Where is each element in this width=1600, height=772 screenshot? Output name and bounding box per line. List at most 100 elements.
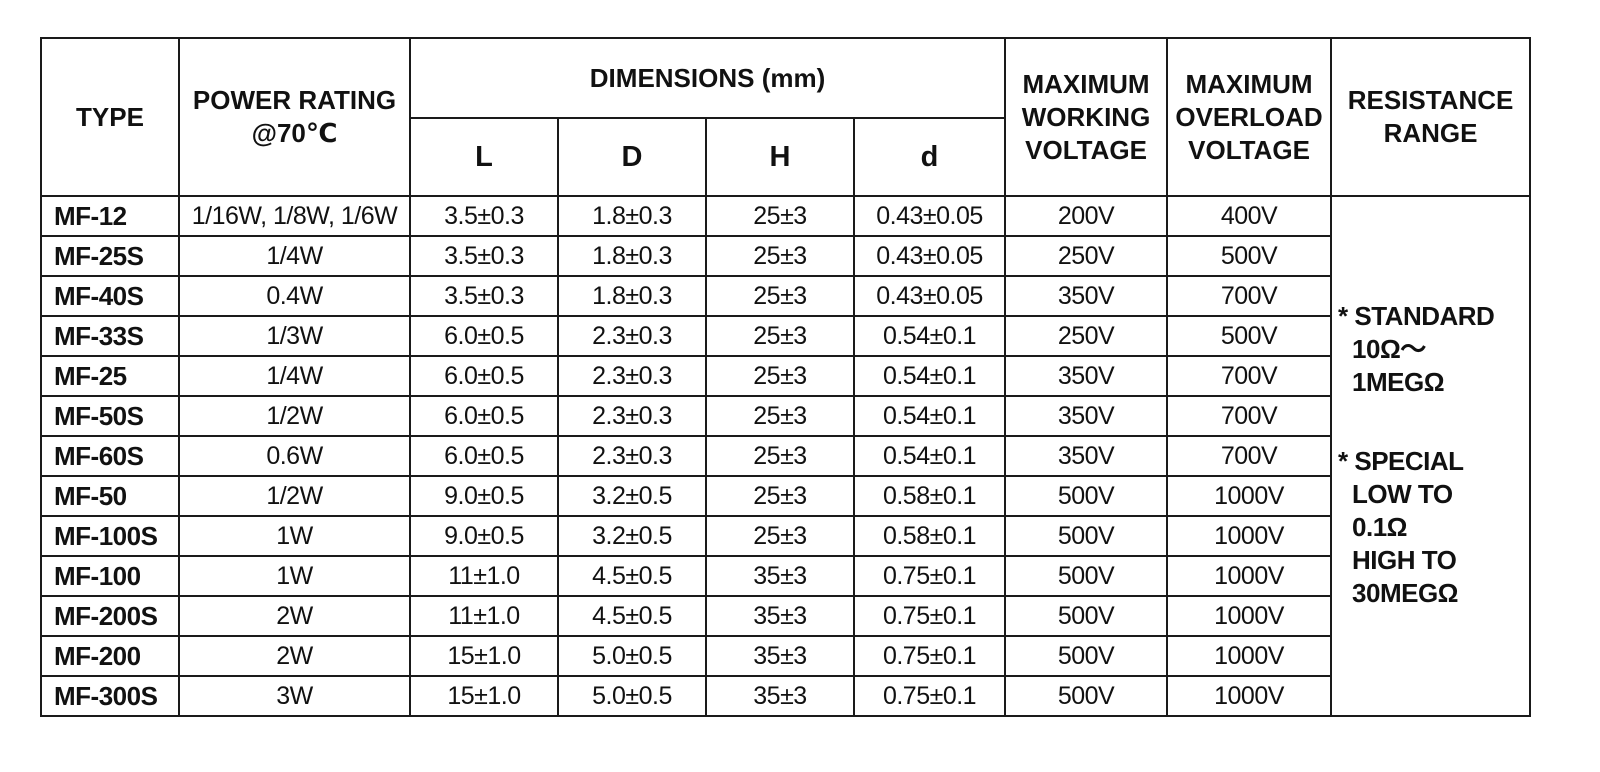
header-mwv-line2: WORKING <box>1021 101 1151 132</box>
cell-power: 2W <box>178 595 411 637</box>
cell-d: 0.75±0.1 <box>852 555 1007 597</box>
table-row: MF-200 2W 15±1.0 5.0±0.5 35±3 0.75±0.1 5… <box>40 635 1530 677</box>
cell-L: 15±1.0 <box>409 635 559 677</box>
cell-power: 0.4W <box>178 275 411 317</box>
special-line3: 0.1Ω <box>1352 512 1408 542</box>
cell-H: 25±3 <box>705 235 855 277</box>
cell-H: 35±3 <box>705 555 855 597</box>
cell-type: MF-25S <box>40 235 180 277</box>
header-max-overload-voltage: MAXIMUM OVERLOAD VOLTAGE <box>1166 37 1333 197</box>
table-row: MF-300S 3W 15±1.0 5.0±0.5 35±3 0.75±0.1 … <box>40 675 1530 717</box>
cell-type: MF-60S <box>40 435 180 477</box>
cell-power: 1/4W <box>178 355 411 397</box>
table-row: MF-50S 1/2W 6.0±0.5 2.3±0.3 25±3 0.54±0.… <box>40 395 1530 437</box>
cell-type: MF-200S <box>40 595 180 637</box>
table-row: MF-25S 1/4W 3.5±0.3 1.8±0.3 25±3 0.43±0.… <box>40 235 1530 277</box>
cell-d: 0.43±0.05 <box>852 195 1007 237</box>
header-dimensions: DIMENSIONS (mm) <box>408 37 1007 119</box>
cell-overload-voltage: 1000V <box>1166 595 1333 637</box>
cell-overload-voltage: 400V <box>1166 195 1333 237</box>
cell-H: 25±3 <box>705 315 855 357</box>
cell-D: 3.2±0.5 <box>557 515 707 557</box>
cell-power: 1/16W, 1/8W, 1/6W <box>178 195 411 237</box>
special-line2: LOW TO <box>1352 479 1453 509</box>
cell-working-voltage: 500V <box>1004 515 1169 557</box>
header-power-rating-line1: POWER RATING <box>192 85 397 115</box>
cell-overload-voltage: 500V <box>1166 315 1333 357</box>
cell-type: MF-25 <box>40 355 180 397</box>
header-mov-line2: OVERLOAD <box>1175 101 1323 132</box>
cell-L: 6.0±0.5 <box>409 435 559 477</box>
cell-overload-voltage: 1000V <box>1166 515 1333 557</box>
resistance-standard-note: * STANDARD 10Ω～ 1MEGΩ <box>1338 300 1528 399</box>
header-resistance-range: RESISTANCE RANGE <box>1330 37 1532 197</box>
cell-overload-voltage: 700V <box>1166 355 1333 397</box>
header-mwv-line3: VOLTAGE <box>1025 134 1147 165</box>
cell-type: MF-12 <box>40 195 180 237</box>
range-spacer <box>1338 399 1528 445</box>
cell-D: 4.5±0.5 <box>557 595 707 637</box>
cell-working-voltage: 250V <box>1004 315 1169 357</box>
cell-power: 1/4W <box>178 235 411 277</box>
cell-working-voltage: 500V <box>1004 475 1169 517</box>
header-max-working-voltage: MAXIMUM WORKING VOLTAGE <box>1004 37 1169 197</box>
cell-d: 0.54±0.1 <box>852 355 1007 397</box>
standard-line2: 10Ω～ <box>1352 334 1426 364</box>
header-mwv-line1: MAXIMUM <box>1022 68 1150 99</box>
cell-D: 2.3±0.3 <box>557 355 707 397</box>
cell-type: MF-40S <box>40 275 180 317</box>
cell-D: 2.3±0.3 <box>557 395 707 437</box>
cell-overload-voltage: 1000V <box>1166 475 1333 517</box>
cell-working-voltage: 250V <box>1004 235 1169 277</box>
cell-D: 5.0±0.5 <box>557 675 707 717</box>
cell-working-voltage: 350V <box>1004 355 1169 397</box>
cell-L: 3.5±0.3 <box>409 235 559 277</box>
cell-d: 0.58±0.1 <box>852 515 1007 557</box>
cell-L: 11±1.0 <box>409 595 559 637</box>
cell-d: 0.75±0.1 <box>852 675 1007 717</box>
cell-D: 2.3±0.3 <box>557 315 707 357</box>
cell-d: 0.75±0.1 <box>852 595 1007 637</box>
cell-type: MF-100 <box>40 555 180 597</box>
cell-overload-voltage: 700V <box>1166 395 1333 437</box>
cell-power: 0.6W <box>178 435 411 477</box>
cell-H: 35±3 <box>705 675 855 717</box>
cell-power: 2W <box>178 635 411 677</box>
header-dim-d: d <box>852 117 1007 197</box>
cell-d: 0.43±0.05 <box>852 235 1007 277</box>
cell-D: 1.8±0.3 <box>557 275 707 317</box>
cell-working-voltage: 350V <box>1004 435 1169 477</box>
cell-H: 35±3 <box>705 635 855 677</box>
cell-H: 25±3 <box>705 395 855 437</box>
cell-d: 0.54±0.1 <box>852 315 1007 357</box>
header-type: TYPE <box>40 37 180 197</box>
cell-L: 6.0±0.5 <box>409 315 559 357</box>
special-line5: 30MEGΩ <box>1352 578 1459 608</box>
cell-power: 1/3W <box>178 315 411 357</box>
table-header: TYPE POWER RATING @70℃ DIMENSIONS (mm) M… <box>40 37 1532 197</box>
cell-L: 15±1.0 <box>409 675 559 717</box>
cell-working-voltage: 500V <box>1004 555 1169 597</box>
special-line4: HIGH TO <box>1352 545 1457 575</box>
cell-L: 9.0±0.5 <box>409 475 559 517</box>
cell-working-voltage: 500V <box>1004 595 1169 637</box>
cell-D: 1.8±0.3 <box>557 195 707 237</box>
table-row: MF-12 1/16W, 1/8W, 1/6W 3.5±0.3 1.8±0.3 … <box>40 195 1532 717</box>
header-mov-line3: VOLTAGE <box>1188 134 1310 165</box>
table-body: MF-12 1/16W, 1/8W, 1/6W 3.5±0.3 1.8±0.3 … <box>40 195 1532 717</box>
resistor-spec-table: TYPE POWER RATING @70℃ DIMENSIONS (mm) M… <box>40 37 1532 717</box>
cell-L: 6.0±0.5 <box>409 355 559 397</box>
cell-L: 3.5±0.3 <box>409 275 559 317</box>
table-row: MF-50 1/2W 9.0±0.5 3.2±0.5 25±3 0.58±0.1… <box>40 475 1530 517</box>
cell-H: 25±3 <box>705 355 855 397</box>
cell-L: 11±1.0 <box>409 555 559 597</box>
table-row: MF-100S 1W 9.0±0.5 3.2±0.5 25±3 0.58±0.1… <box>40 515 1530 557</box>
cell-overload-voltage: 1000V <box>1166 675 1333 717</box>
table-row: MF-200S 2W 11±1.0 4.5±0.5 35±3 0.75±0.1 … <box>40 595 1530 637</box>
cell-d: 0.43±0.05 <box>852 275 1007 317</box>
table-row: MF-60S 0.6W 6.0±0.5 2.3±0.3 25±3 0.54±0.… <box>40 435 1530 477</box>
cell-d: 0.54±0.1 <box>852 395 1007 437</box>
cell-H: 25±3 <box>705 435 855 477</box>
cell-type: MF-50 <box>40 475 180 517</box>
header-rr-line2: RANGE <box>1383 118 1478 148</box>
